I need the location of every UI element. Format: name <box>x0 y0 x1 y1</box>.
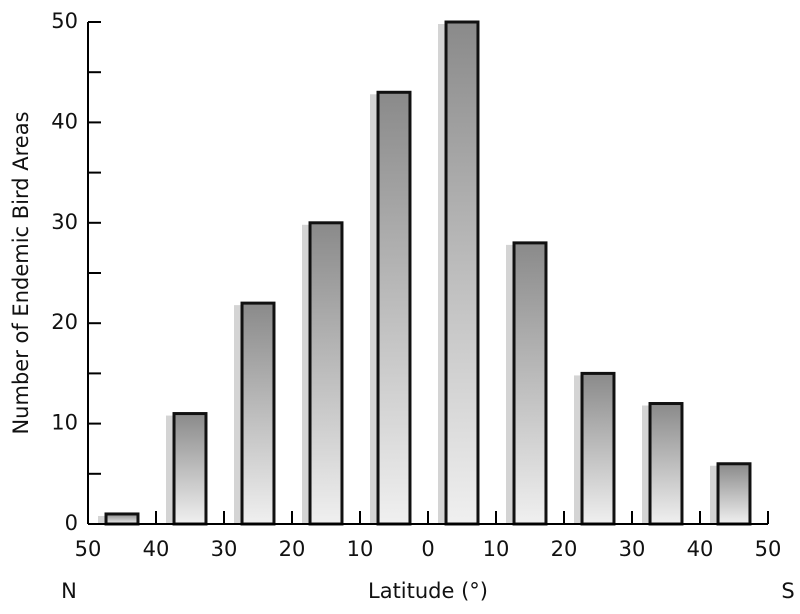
x-tick-label: 10 <box>347 537 374 561</box>
x-tick-label: 40 <box>143 537 170 561</box>
y-tick-label: 20 <box>51 310 78 334</box>
x-tick-label: 50 <box>75 537 102 561</box>
x-tick-label: 50 <box>755 537 782 561</box>
bar <box>240 301 276 526</box>
x-tick-label: 20 <box>551 537 578 561</box>
x-tick-label: 30 <box>619 537 646 561</box>
x-tick-label: 20 <box>279 537 306 561</box>
bar <box>172 412 208 526</box>
bar <box>716 462 752 526</box>
x-tick-label: 0 <box>421 537 434 561</box>
bar <box>580 371 616 526</box>
bar <box>104 512 140 526</box>
south-label: S <box>781 579 794 603</box>
bar <box>648 402 684 526</box>
y-tick-label: 50 <box>51 9 78 33</box>
x-axis-label: Latitude (°) <box>368 579 488 603</box>
bar <box>376 90 412 526</box>
y-tick-label: 10 <box>51 411 78 435</box>
y-axis-label: Number of Endemic Bird Areas <box>9 111 33 434</box>
bar <box>444 20 480 526</box>
y-tick-label: 0 <box>65 511 78 535</box>
north-label: N <box>61 579 77 603</box>
bar <box>512 241 548 526</box>
x-tick-label: 10 <box>483 537 510 561</box>
bar <box>308 221 344 526</box>
y-tick-label: 40 <box>51 109 78 133</box>
x-tick-label: 40 <box>687 537 714 561</box>
x-tick-label: 30 <box>211 537 238 561</box>
y-tick-label: 30 <box>51 210 78 234</box>
